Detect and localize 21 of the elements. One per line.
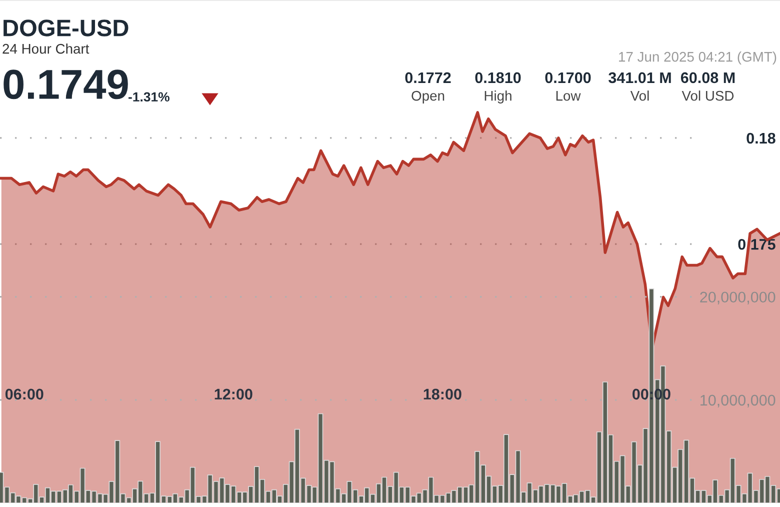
annotation: 0.1810	[475, 72, 521, 84]
annotation: 0.1700	[545, 72, 591, 84]
text: DOGE-USD	[4, 20, 128, 36]
annotation: -1.31%	[128, 92, 170, 102]
annotation: High	[484, 90, 512, 104]
annotation: Open	[412, 90, 444, 104]
y-tick-label: 0.18	[746, 132, 776, 144]
annotation: 0.1749	[4, 70, 128, 100]
y2-tick-label: 20,000,000	[700, 292, 776, 304]
annotation: Low	[556, 91, 581, 101]
x-tick-label: 18:00	[424, 388, 462, 400]
annotation: 60.08 M	[680, 72, 735, 84]
x-tick-label: 12:00	[214, 388, 252, 400]
annotation: 17 Jun 2025 04:21 (GMT)	[619, 52, 776, 64]
annotation: 341.01 M	[608, 72, 671, 84]
y2-tick-label: 10,000,000	[700, 394, 776, 408]
x-tick-label: 06:00	[5, 388, 44, 400]
annotation: Vol	[630, 90, 649, 101]
annotation: Vol USD	[682, 90, 734, 101]
text: 24 Hour Chart	[2, 44, 90, 54]
annotation: 0.1772	[405, 72, 451, 84]
